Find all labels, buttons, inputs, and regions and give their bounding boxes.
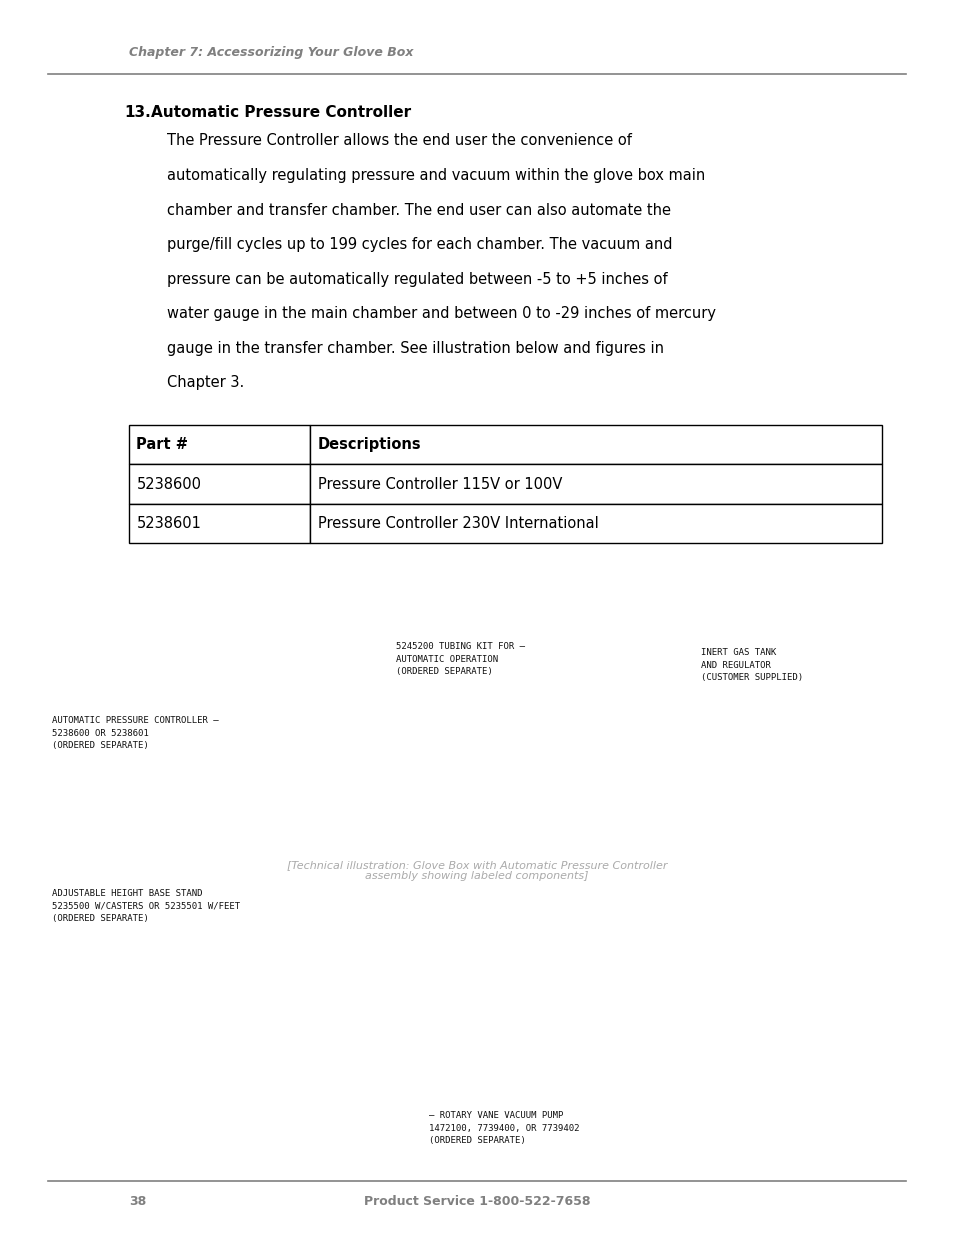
Text: 1472100, 7739400, OR 7739402: 1472100, 7739400, OR 7739402 <box>429 1124 579 1132</box>
Text: (ORDERED SEPARATE): (ORDERED SEPARATE) <box>52 914 149 923</box>
Text: AUTOMATIC OPERATION: AUTOMATIC OPERATION <box>395 655 497 663</box>
Text: chamber and transfer chamber. The end user can also automate the: chamber and transfer chamber. The end us… <box>167 203 670 217</box>
Text: Pressure Controller 115V or 100V: Pressure Controller 115V or 100V <box>317 477 561 492</box>
Text: 5238601: 5238601 <box>136 516 201 531</box>
Text: automatically regulating pressure and vacuum within the glove box main: automatically regulating pressure and va… <box>167 168 704 183</box>
Text: Chapter 3.: Chapter 3. <box>167 375 244 390</box>
Text: gauge in the transfer chamber. See illustration below and figures in: gauge in the transfer chamber. See illus… <box>167 341 663 356</box>
Text: 38: 38 <box>129 1195 146 1209</box>
Text: (ORDERED SEPARATE): (ORDERED SEPARATE) <box>395 667 492 676</box>
Bar <box>129 425 310 464</box>
Text: (ORDERED SEPARATE): (ORDERED SEPARATE) <box>52 741 149 750</box>
Text: AUTOMATIC PRESSURE CONTROLLER —: AUTOMATIC PRESSURE CONTROLLER — <box>52 716 219 725</box>
Bar <box>129 464 310 504</box>
Bar <box>129 504 310 543</box>
Text: purge/fill cycles up to 199 cycles for each chamber. The vacuum and: purge/fill cycles up to 199 cycles for e… <box>167 237 672 252</box>
Text: Part #: Part # <box>136 437 189 452</box>
Text: ADJUSTABLE HEIGHT BASE STAND: ADJUSTABLE HEIGHT BASE STAND <box>52 889 203 898</box>
Text: Chapter 7: Accessorizing Your Glove Box: Chapter 7: Accessorizing Your Glove Box <box>129 46 413 59</box>
Text: 5238600: 5238600 <box>136 477 201 492</box>
Bar <box>310 464 882 504</box>
Text: [Technical illustration: Glove Box with Automatic Pressure Controller
assembly s: [Technical illustration: Glove Box with … <box>287 860 666 882</box>
Text: (ORDERED SEPARATE): (ORDERED SEPARATE) <box>429 1136 525 1145</box>
Text: water gauge in the main chamber and between 0 to -29 inches of mercury: water gauge in the main chamber and betw… <box>167 306 715 321</box>
Bar <box>310 504 882 543</box>
Text: AND REGULATOR: AND REGULATOR <box>700 661 770 669</box>
Bar <box>48 574 905 1167</box>
Bar <box>310 425 882 464</box>
Text: (CUSTOMER SUPPLIED): (CUSTOMER SUPPLIED) <box>700 673 802 682</box>
Text: Pressure Controller 230V International: Pressure Controller 230V International <box>317 516 598 531</box>
Text: INERT GAS TANK: INERT GAS TANK <box>700 648 776 657</box>
Text: — ROTARY VANE VACUUM PUMP: — ROTARY VANE VACUUM PUMP <box>429 1112 563 1120</box>
Text: Product Service 1-800-522-7658: Product Service 1-800-522-7658 <box>363 1195 590 1209</box>
Text: Descriptions: Descriptions <box>317 437 421 452</box>
Text: 13.: 13. <box>124 105 151 120</box>
Text: pressure can be automatically regulated between -5 to +5 inches of: pressure can be automatically regulated … <box>167 272 667 287</box>
Text: 5238600 OR 5238601: 5238600 OR 5238601 <box>52 729 149 737</box>
Text: 5235500 W/CASTERS OR 5235501 W/FEET: 5235500 W/CASTERS OR 5235501 W/FEET <box>52 902 240 910</box>
Text: Automatic Pressure Controller: Automatic Pressure Controller <box>151 105 411 120</box>
Text: The Pressure Controller allows the end user the convenience of: The Pressure Controller allows the end u… <box>167 133 631 148</box>
Text: 5245200 TUBING KIT FOR —: 5245200 TUBING KIT FOR — <box>395 642 524 651</box>
